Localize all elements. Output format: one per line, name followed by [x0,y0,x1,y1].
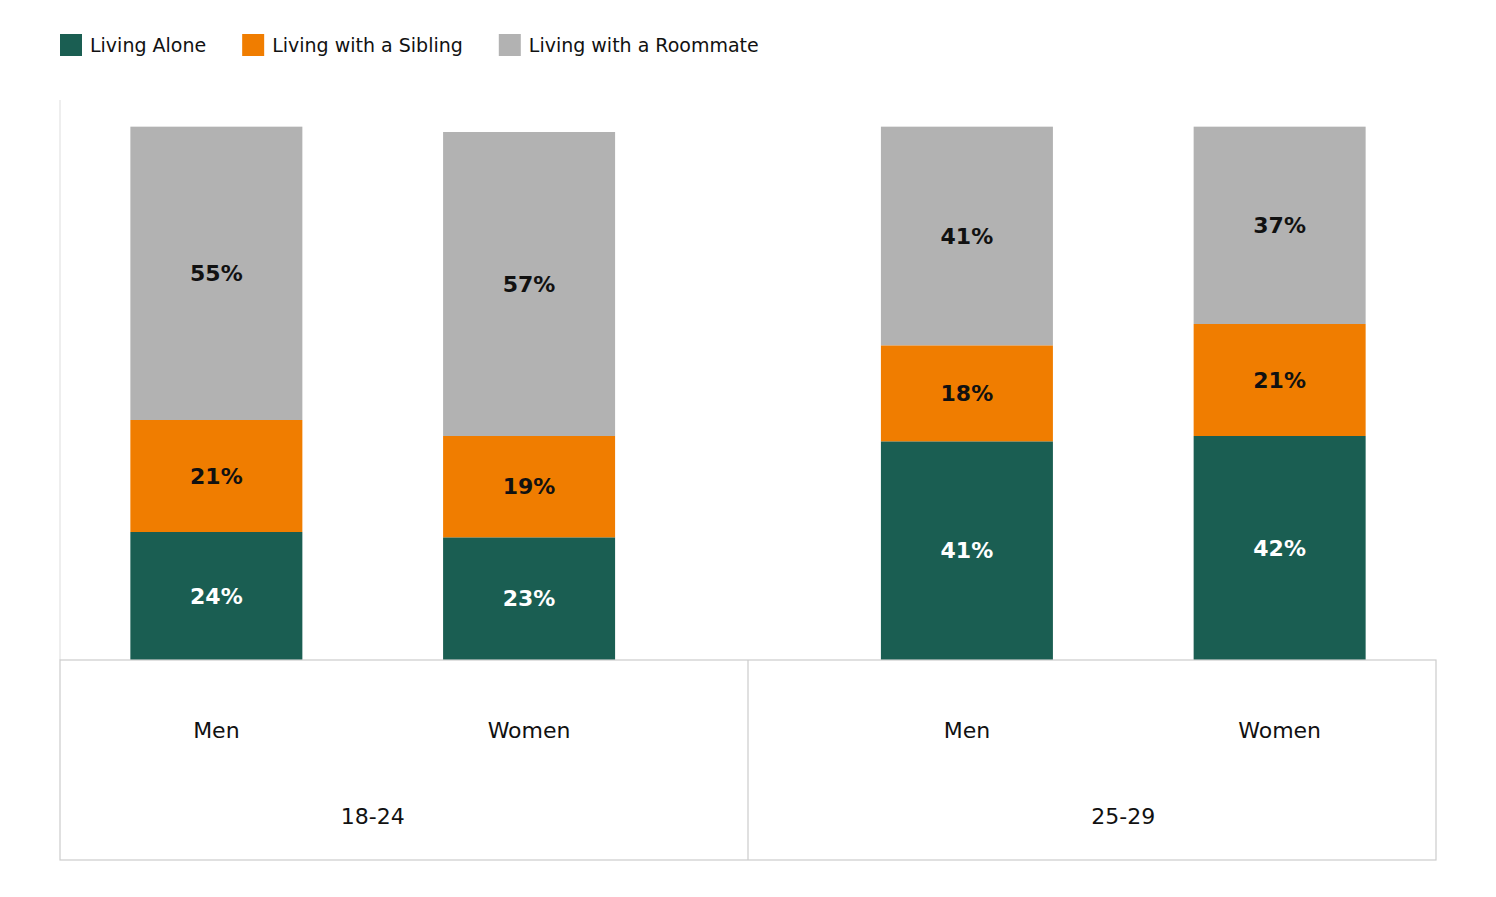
data-labels: 24% 23% 41% 42% 21% 19% 18% 21% 55% 57% 41% 37% [190,213,1306,611]
legend-label: Living with a Roommate [529,34,759,56]
data-label: 24% [190,584,243,609]
category-axis: Men Women Men Women 18-24 25-29 [60,660,1436,860]
data-label: 18% [941,381,994,406]
legend-swatch [242,34,264,56]
category-label: Women [488,718,571,743]
legend: Living Alone Living with a Sibling Living … [60,34,759,56]
data-label: 41% [941,224,994,249]
bar-segment [1194,127,1366,324]
bar-segment [1194,436,1366,660]
bar-segment [130,532,302,660]
data-label: 21% [1253,368,1306,393]
category-label: Men [944,718,990,743]
bar-segment [881,441,1053,660]
category-label: Men [193,718,239,743]
legend-swatch [60,34,82,56]
group-divider [747,660,748,860]
bar-segment [443,537,615,660]
data-label: 41% [941,538,994,563]
category-label: Women [1238,718,1321,743]
data-label: 19% [503,474,556,499]
bar-segment [130,420,302,532]
bar-segment [1194,324,1366,436]
bar-segment [443,436,615,537]
bar-segment [443,132,615,436]
bar-segment [881,345,1053,441]
data-label: 57% [503,272,556,297]
y-axis-line [60,100,61,660]
legend-swatch [499,34,521,56]
legend-label: Living Alone [90,34,206,56]
data-label: 55% [190,261,243,286]
bar-segment [130,127,302,420]
label-box [60,660,1436,860]
bars [130,127,1365,660]
data-label: 37% [1253,213,1306,238]
group-label: 18-24 [341,804,405,829]
data-label: 21% [190,464,243,489]
legend-label: Living with a Sibling [272,34,463,56]
group-label: 25-29 [1091,804,1155,829]
chart: 24% 23% 41% 42% 21% 19% 18% 21% 55% 57% 41% 37% Men W… [0,0,1496,897]
data-label: 42% [1253,536,1306,561]
bar-segment [881,127,1053,346]
data-label: 23% [503,586,556,611]
